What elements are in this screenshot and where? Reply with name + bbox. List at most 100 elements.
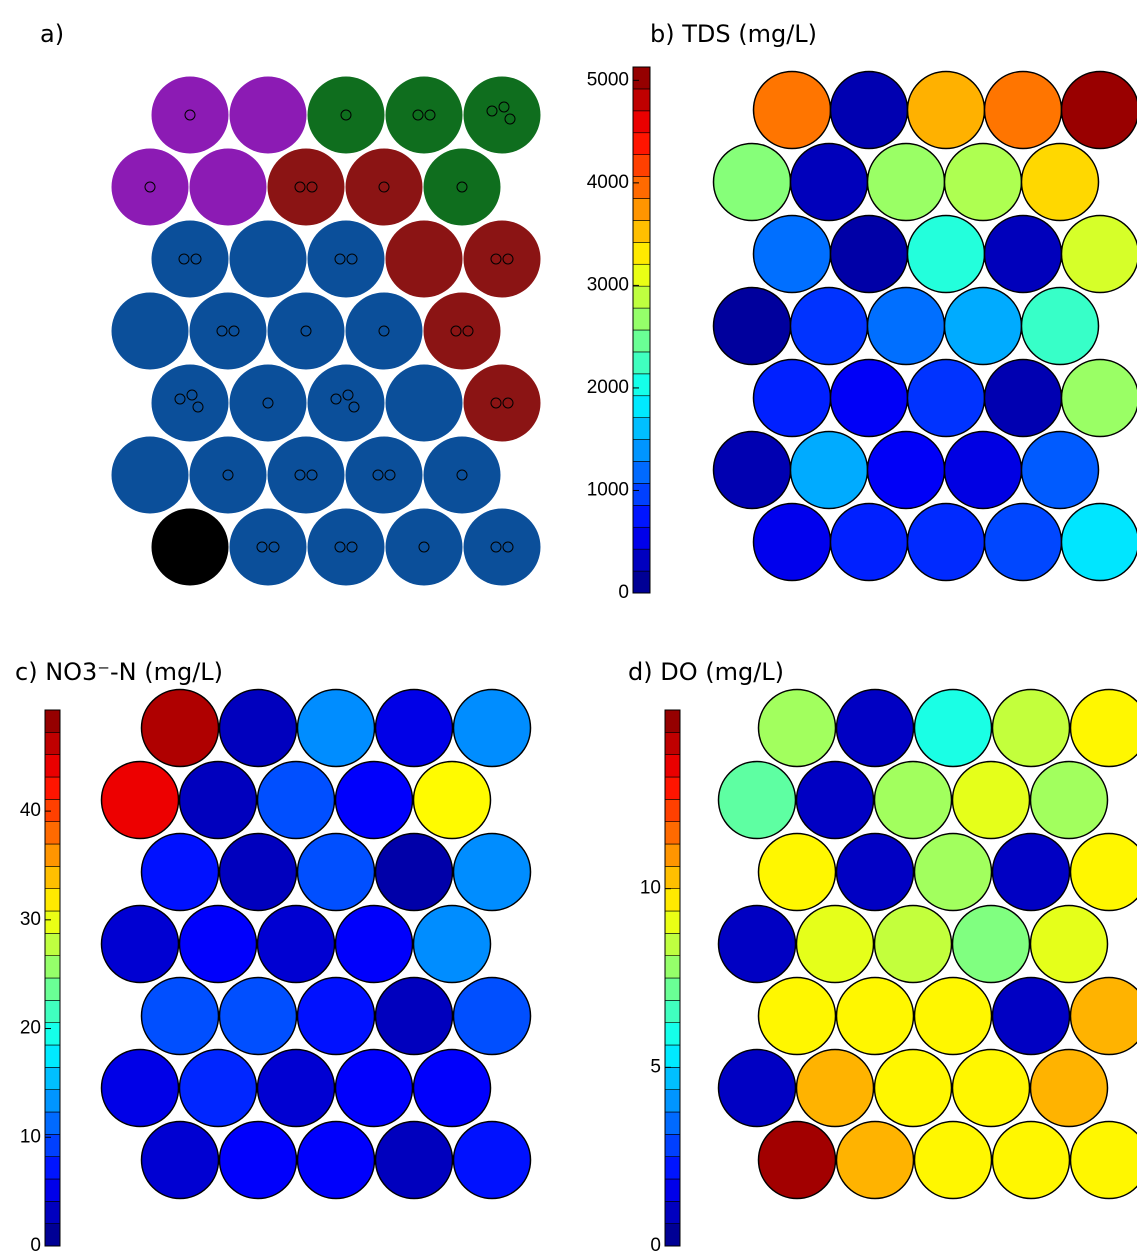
sample-point [186,389,198,401]
som-node [452,688,532,768]
som-node [1069,688,1137,768]
som-node [111,148,189,226]
som-node [943,286,1023,366]
sample-point [306,469,318,481]
som-node [906,358,986,438]
colorbar-segment [632,417,651,440]
colorbar-segment [664,776,681,800]
colorbar-segment [44,1044,61,1068]
colorbar-tick-label: 5 [650,1056,661,1077]
som-node [983,502,1063,582]
som-node [866,430,946,510]
som-node [757,688,837,768]
colorbar-segment [632,307,651,331]
som-node [296,1120,376,1200]
colorbar-tick-label: 10 [20,1126,41,1147]
colorbar-segment [632,526,651,550]
colorbar-tick-label: 5000 [587,69,629,90]
sample-point [268,541,280,553]
som-node [1029,904,1109,984]
som-node [835,832,915,912]
colorbar-tick-label: 20 [20,1018,41,1039]
colorbar-tick-label: 2000 [587,377,629,398]
som-node [100,760,180,840]
colorbar-segment [632,285,651,309]
som-node [1060,70,1137,150]
sample-point [228,325,240,337]
som-node [307,76,385,154]
som-node [100,1048,180,1128]
colorbar-segment [44,1156,61,1180]
colorbar-segment [664,1111,681,1135]
som-node [866,286,946,366]
sample-point [222,469,234,481]
som-node [307,364,385,442]
colorbar-tick-label: 40 [20,800,41,821]
colorbar-segment [632,88,651,112]
sample-point [384,469,396,481]
som-node [712,286,792,366]
colorbar-segment [44,910,61,934]
som-node [983,70,1063,150]
colorbar-tick-label: 0 [618,582,629,603]
colorbar-segment [44,977,61,1001]
colorbar-segment [44,821,61,845]
sample-point [178,253,190,265]
som-node [1069,976,1137,1056]
som-node [789,142,869,222]
colorbar-segment [44,799,61,822]
som-node [412,904,492,984]
som-node [256,760,336,840]
som-node [1060,502,1137,582]
som-node [178,760,258,840]
som-node [717,760,797,840]
som-node [229,220,307,298]
som-node [913,832,993,912]
colorbar-segment [44,776,61,800]
sample-point [418,541,430,553]
som-node [111,292,189,370]
som-node [140,976,220,1056]
colorbar-segment [664,955,681,979]
colorbar-segment [664,1044,681,1068]
som-node [913,688,993,768]
som-node [374,832,454,912]
colorbar-segment [44,732,61,755]
sample-point [262,397,274,409]
som-node [1060,358,1137,438]
som-node [835,1120,915,1200]
som-node [795,760,875,840]
som-node [412,1048,492,1128]
som-node [752,70,832,150]
sample-point [294,181,306,193]
som-node [829,502,909,582]
colorbar-segment [664,709,681,733]
som-node [412,760,492,840]
som-node [913,976,993,1056]
colorbar-segment [44,866,61,889]
colorbar-segment [632,395,651,418]
colorbar-segment [632,505,651,528]
sample-point [372,469,384,481]
sample-point [346,253,358,265]
colorbar-segment [44,888,61,912]
som-node [151,76,229,154]
sample-point [378,325,390,337]
som-node [345,292,423,370]
som-node [752,502,832,582]
som-node [943,142,1023,222]
sample-point [348,401,360,413]
sample-point [192,401,204,413]
som-node [189,292,267,370]
sample-point [300,325,312,337]
som-node [829,70,909,150]
colorbar-segment [632,132,651,155]
som-node [385,220,463,298]
som-node [218,688,298,768]
som-node [1060,214,1137,294]
colorbar-segment [632,570,651,594]
som-node [835,688,915,768]
colorbar-segment [664,1022,681,1046]
sample-point [456,469,468,481]
